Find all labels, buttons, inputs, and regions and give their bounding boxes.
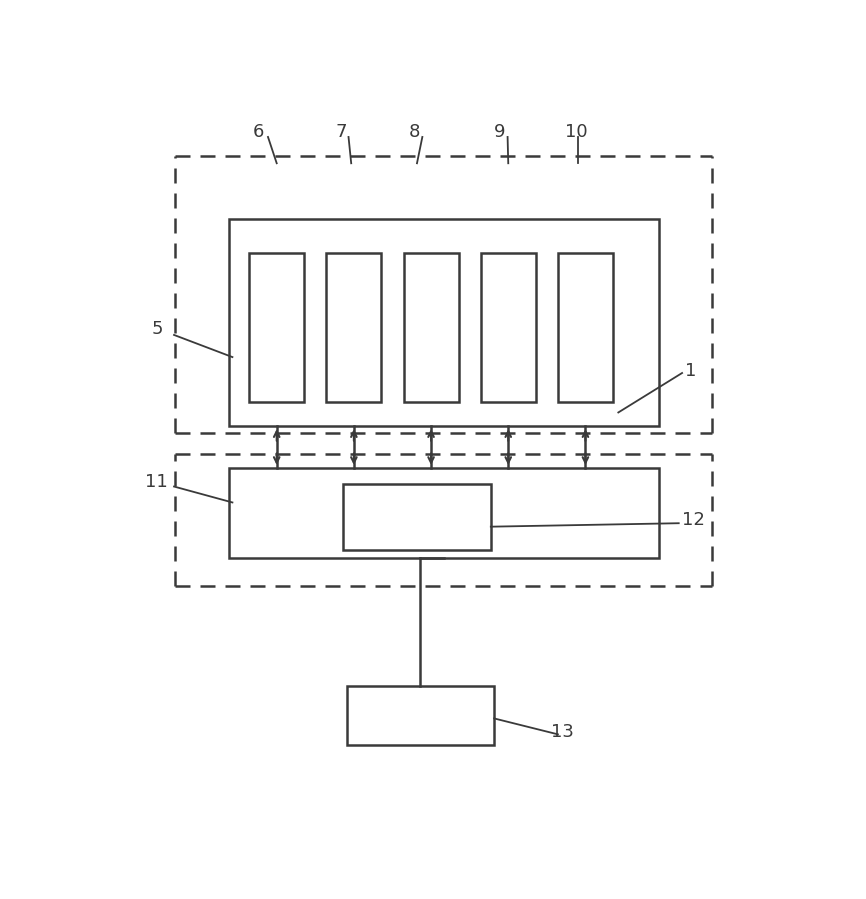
Bar	[481, 254, 536, 402]
Bar	[346, 686, 494, 744]
Text: 12: 12	[682, 511, 705, 529]
Text: 13: 13	[552, 724, 574, 742]
Text: 5: 5	[152, 320, 164, 338]
Text: 9: 9	[494, 123, 506, 141]
Text: 6: 6	[253, 123, 264, 141]
Bar	[558, 254, 613, 402]
Bar	[404, 254, 459, 402]
Bar	[229, 218, 659, 426]
Bar	[229, 467, 659, 557]
Text: 10: 10	[565, 123, 587, 141]
Bar	[326, 254, 381, 402]
Bar	[343, 484, 491, 549]
Text: 7: 7	[335, 123, 346, 141]
Text: 1: 1	[686, 362, 697, 380]
Text: 8: 8	[409, 123, 420, 141]
Bar	[249, 254, 304, 402]
Text: 11: 11	[145, 473, 168, 491]
